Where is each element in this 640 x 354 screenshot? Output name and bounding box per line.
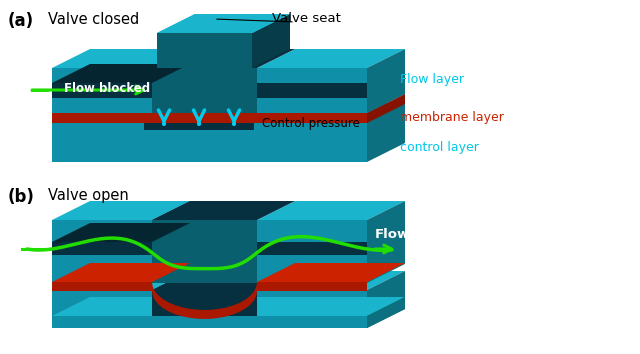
Polygon shape xyxy=(157,33,252,68)
Polygon shape xyxy=(257,68,367,113)
Polygon shape xyxy=(367,201,405,283)
Polygon shape xyxy=(52,316,367,328)
Polygon shape xyxy=(144,103,292,122)
Polygon shape xyxy=(152,68,257,113)
Polygon shape xyxy=(52,103,405,122)
Polygon shape xyxy=(52,83,152,98)
Polygon shape xyxy=(144,122,254,130)
Polygon shape xyxy=(52,263,190,282)
Polygon shape xyxy=(257,49,405,68)
Polygon shape xyxy=(367,49,405,113)
Polygon shape xyxy=(157,14,290,33)
Polygon shape xyxy=(152,271,295,290)
Text: Flow blocked: Flow blocked xyxy=(64,82,150,96)
Polygon shape xyxy=(257,242,367,255)
Text: membrane layer: membrane layer xyxy=(400,112,504,125)
Polygon shape xyxy=(257,201,405,220)
Text: (a): (a) xyxy=(8,12,34,30)
Polygon shape xyxy=(152,271,190,328)
Polygon shape xyxy=(52,290,152,328)
Polygon shape xyxy=(367,271,405,328)
Polygon shape xyxy=(257,263,405,282)
Polygon shape xyxy=(52,242,152,255)
Polygon shape xyxy=(257,220,367,283)
Polygon shape xyxy=(52,122,367,162)
Polygon shape xyxy=(157,14,290,33)
Polygon shape xyxy=(52,201,190,220)
Polygon shape xyxy=(252,14,290,68)
Text: Flow layer: Flow layer xyxy=(400,74,464,86)
Text: control layer: control layer xyxy=(400,142,479,154)
Text: (b): (b) xyxy=(8,188,35,206)
Polygon shape xyxy=(52,220,152,283)
Polygon shape xyxy=(152,290,257,316)
Polygon shape xyxy=(257,290,367,328)
Polygon shape xyxy=(52,68,152,113)
Text: Flow: Flow xyxy=(375,228,410,241)
Polygon shape xyxy=(152,49,295,68)
Polygon shape xyxy=(367,94,405,123)
Polygon shape xyxy=(257,83,367,98)
Text: Control pressure: Control pressure xyxy=(262,118,360,131)
Polygon shape xyxy=(152,201,295,220)
Polygon shape xyxy=(52,113,367,123)
Polygon shape xyxy=(152,201,190,283)
Polygon shape xyxy=(52,297,405,316)
Polygon shape xyxy=(152,49,190,113)
Polygon shape xyxy=(52,64,190,83)
Polygon shape xyxy=(257,271,405,290)
Text: Valve seat: Valve seat xyxy=(272,12,341,25)
Polygon shape xyxy=(52,94,405,113)
Polygon shape xyxy=(152,220,257,283)
Polygon shape xyxy=(52,282,367,319)
Polygon shape xyxy=(367,297,405,328)
Polygon shape xyxy=(52,49,190,68)
Text: Valve open: Valve open xyxy=(48,188,129,203)
Polygon shape xyxy=(52,271,190,290)
Polygon shape xyxy=(367,103,405,162)
Text: Valve closed: Valve closed xyxy=(48,12,140,27)
Polygon shape xyxy=(52,223,190,242)
